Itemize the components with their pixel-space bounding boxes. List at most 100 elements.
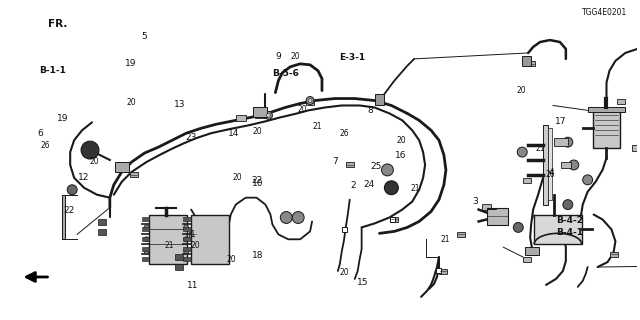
Text: B-1-1: B-1-1	[40, 66, 67, 75]
Text: 9: 9	[276, 52, 282, 61]
Bar	[183, 237, 191, 241]
Circle shape	[563, 137, 573, 147]
Bar	[183, 228, 191, 231]
Circle shape	[184, 237, 189, 242]
Bar	[183, 218, 191, 221]
Bar	[62, 195, 65, 239]
Bar	[141, 228, 150, 231]
Text: 20: 20	[339, 268, 349, 277]
Text: 19: 19	[125, 59, 137, 68]
Bar	[175, 264, 183, 270]
Bar	[534, 214, 582, 244]
Circle shape	[81, 141, 99, 159]
Text: 21: 21	[536, 144, 545, 153]
Bar	[593, 110, 620, 148]
Circle shape	[582, 175, 593, 185]
Bar	[522, 56, 531, 66]
Text: 20: 20	[232, 173, 242, 182]
Text: 12: 12	[77, 173, 89, 182]
Bar	[548, 128, 552, 200]
Bar	[524, 257, 531, 262]
Text: 20: 20	[516, 86, 526, 95]
Text: 1: 1	[190, 230, 196, 239]
Bar	[457, 232, 465, 237]
Circle shape	[385, 181, 398, 195]
Text: 5: 5	[141, 32, 147, 41]
Bar	[524, 178, 531, 183]
Circle shape	[144, 249, 149, 254]
Bar	[346, 163, 354, 167]
Text: 20: 20	[396, 136, 406, 146]
Text: 20: 20	[298, 105, 307, 114]
Bar	[253, 108, 268, 117]
Text: 26: 26	[545, 170, 555, 179]
Text: TGG4E0201: TGG4E0201	[582, 8, 628, 17]
Text: 22: 22	[252, 176, 263, 185]
Text: 18: 18	[252, 251, 263, 260]
Text: 20: 20	[127, 98, 136, 107]
Bar	[98, 229, 106, 235]
Circle shape	[563, 200, 573, 210]
Text: 25: 25	[371, 163, 382, 172]
Bar	[141, 237, 150, 241]
Circle shape	[280, 212, 292, 223]
Text: 21: 21	[312, 122, 322, 131]
Bar	[374, 93, 385, 106]
Bar	[342, 227, 348, 232]
Bar	[236, 116, 246, 121]
Text: 3: 3	[472, 197, 478, 206]
Bar	[632, 145, 640, 151]
Bar	[130, 172, 138, 177]
Text: 24: 24	[363, 180, 374, 189]
Circle shape	[381, 164, 394, 176]
Circle shape	[67, 185, 77, 195]
Text: 8: 8	[367, 106, 373, 115]
Circle shape	[308, 99, 312, 102]
Text: 4: 4	[548, 168, 554, 177]
Text: 20: 20	[90, 157, 99, 166]
Circle shape	[264, 111, 273, 119]
Bar	[255, 113, 262, 118]
Text: 26: 26	[339, 130, 349, 139]
Text: 20: 20	[253, 127, 262, 136]
Text: 26: 26	[41, 141, 51, 150]
Text: 17: 17	[555, 117, 566, 126]
Bar	[189, 232, 197, 237]
Text: 2: 2	[351, 181, 356, 190]
Text: 16: 16	[395, 151, 406, 160]
Bar	[141, 247, 150, 251]
Circle shape	[184, 249, 189, 254]
Bar	[191, 214, 228, 264]
Bar	[150, 214, 187, 264]
Bar	[554, 138, 568, 146]
Bar	[175, 254, 183, 260]
Circle shape	[292, 212, 304, 223]
Bar	[439, 268, 447, 274]
Circle shape	[144, 225, 149, 230]
Text: 13: 13	[174, 100, 186, 109]
Text: 21: 21	[411, 184, 420, 193]
Circle shape	[144, 237, 149, 242]
Bar	[588, 108, 625, 112]
Circle shape	[266, 113, 271, 117]
Text: 15: 15	[356, 278, 368, 287]
Text: E-3-1: E-3-1	[339, 53, 365, 62]
Text: 20: 20	[290, 52, 300, 61]
Bar	[141, 218, 150, 221]
Bar	[390, 217, 398, 222]
Text: 23: 23	[186, 133, 197, 142]
Text: 19: 19	[57, 114, 68, 123]
Bar	[486, 208, 508, 225]
Text: 10: 10	[252, 179, 263, 188]
Text: 21: 21	[440, 235, 450, 244]
Bar	[115, 162, 129, 172]
Bar	[481, 204, 492, 210]
Text: 20: 20	[227, 255, 236, 264]
Bar	[543, 125, 548, 204]
Text: 22: 22	[63, 206, 74, 215]
Bar	[141, 257, 150, 261]
Bar	[183, 257, 191, 261]
Bar	[263, 113, 268, 118]
Circle shape	[513, 222, 524, 232]
Text: 11: 11	[187, 281, 198, 290]
